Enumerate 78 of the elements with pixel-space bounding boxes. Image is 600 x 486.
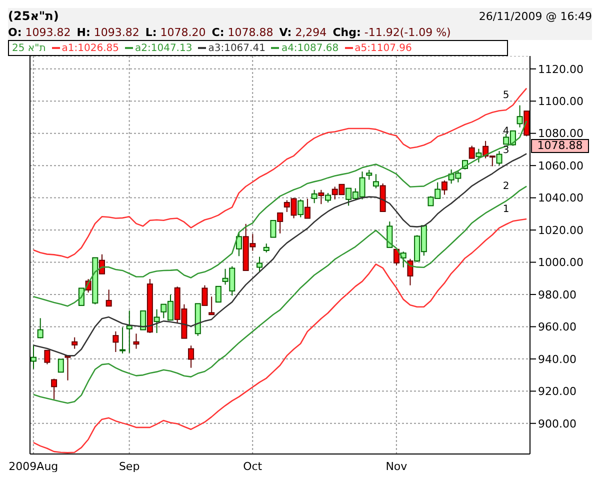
text: 26/11/2009 @ 16:49 [478, 10, 592, 22]
annotation: 3 [502, 144, 510, 157]
y-tick-label: 1100.00 [538, 95, 584, 108]
chart-title: (ת"א25) [8, 9, 59, 23]
candlestick [270, 220, 276, 238]
candlestick [236, 231, 242, 257]
candlestick [277, 212, 284, 234]
candlestick [304, 198, 310, 219]
candlestick [400, 251, 406, 268]
text: C: 1078.88 [212, 26, 274, 38]
candlestick [37, 318, 44, 339]
legend-title: ת"א 25 [12, 42, 46, 54]
legend-label: a5:1107.96 [354, 42, 412, 54]
text: Chg: -11.92(-1.09 %) [332, 26, 451, 38]
candlestick [208, 296, 215, 316]
text: L: 1078.20 [145, 26, 206, 38]
text: V: 2,294 [279, 26, 327, 38]
y-tick-label: 1060.00 [538, 159, 584, 172]
line-series [32, 88, 528, 258]
annotation: 1 [502, 204, 510, 216]
candlestick [407, 258, 414, 286]
candlestick [386, 220, 393, 248]
candlestick [154, 308, 160, 334]
y-tick-label: 1000.00 [538, 256, 584, 270]
candlestick [44, 350, 50, 365]
candlestick [372, 174, 379, 189]
y-tick-label: 940.00 [538, 352, 576, 366]
candlestick [72, 336, 78, 350]
y-tick-label: 1020.00 [538, 224, 584, 237]
candlestick [120, 326, 126, 354]
candlestick [325, 192, 332, 203]
candlestick [188, 345, 194, 368]
annotation: 5 [502, 90, 510, 102]
candlestick [318, 189, 324, 205]
y-tick-label: 980.00 [538, 288, 576, 302]
y-tick-label: 960.00 [538, 320, 576, 334]
y-tick-label: 1080.00 [538, 127, 584, 140]
candlestick [215, 286, 222, 303]
line-series [32, 120, 528, 307]
candlestick [441, 180, 448, 196]
candlestick [30, 344, 36, 370]
candlestick [476, 148, 482, 164]
candlestick [51, 378, 58, 400]
candlestick [516, 104, 523, 128]
candlestick [394, 248, 400, 266]
candlestick [58, 358, 64, 373]
line-series [32, 152, 528, 356]
legend-label: a3:1067.41 [207, 42, 266, 54]
text: H: 1093.82 [76, 26, 140, 38]
candlestick [468, 145, 475, 159]
y-tick-label: 920.00 [538, 385, 576, 398]
candlestick [256, 256, 263, 272]
x-tick-label: Sep [118, 460, 140, 473]
line-series [32, 218, 528, 454]
annotation: 2 [502, 181, 510, 194]
legend-label: a2:1047.13 [134, 42, 192, 54]
legend-label: a1:1026.85 [60, 42, 119, 54]
text: O: 1093.82 [8, 26, 71, 38]
candlestick [202, 284, 208, 306]
x-tick-label: 2009Aug [8, 460, 58, 473]
y-tick-label: 1040.00 [538, 192, 584, 205]
candlestick [140, 310, 146, 330]
text: 1078.88 [531, 139, 589, 154]
y-tick-label: 900.00 [538, 417, 576, 430]
candlestick [298, 198, 304, 218]
candlestick [311, 189, 318, 204]
candlestick [496, 150, 502, 166]
candlestick [106, 289, 112, 307]
annotation: 4 [502, 126, 510, 138]
x-tick-label: Oct [243, 460, 263, 473]
candlestick [126, 310, 132, 354]
x-tick-label: Nov [386, 460, 408, 473]
candlestick [366, 169, 372, 180]
legend-label: a4:1087.68 [280, 42, 339, 54]
candlestick [112, 330, 119, 352]
candlestick [133, 333, 140, 350]
y-tick-label: 1120.00 [538, 62, 584, 76]
candlestick [98, 254, 105, 274]
